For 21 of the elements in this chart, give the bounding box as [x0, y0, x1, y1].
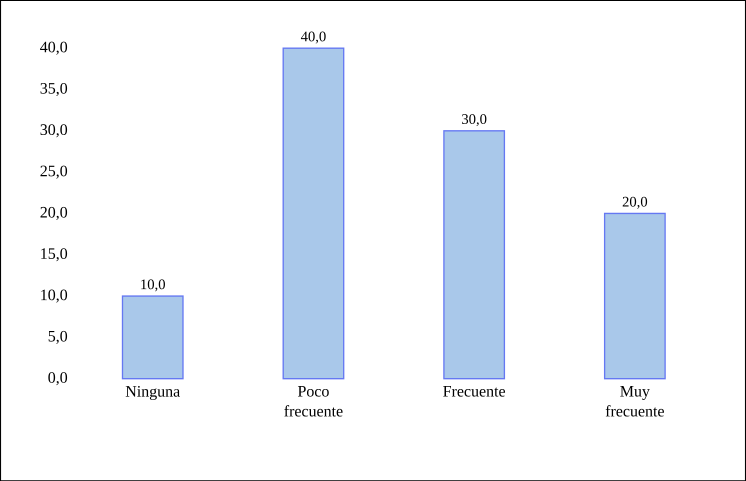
- data-label: 10,0: [141, 279, 165, 292]
- y-tick-label: 30,0: [40, 124, 68, 138]
- y-tick-label: 15,0: [41, 248, 68, 262]
- x-tick-label: Ninguna: [126, 386, 180, 400]
- bar: [122, 295, 184, 380]
- y-tick-label: 5,0: [48, 330, 68, 344]
- y-tick-label: 25,0: [40, 165, 68, 179]
- bar: [443, 130, 506, 380]
- data-label: 20,0: [622, 196, 648, 209]
- y-tick-label: 40,0: [40, 42, 68, 55]
- y-tick-label: 10,0: [41, 289, 68, 302]
- x-tick-label: Muy frecuente: [606, 386, 664, 416]
- data-label: 40,0: [300, 31, 326, 44]
- bar: [604, 212, 666, 380]
- x-tick-label: Frecuente: [443, 386, 506, 396]
- bar: [282, 47, 344, 380]
- y-tick-label: 20,0: [40, 206, 68, 220]
- x-tick-label: Poco frecuente: [284, 386, 343, 416]
- y-tick-label: 35,0: [40, 82, 68, 96]
- y-tick-label: 0,0: [48, 372, 68, 386]
- data-label: 30,0: [462, 114, 486, 126]
